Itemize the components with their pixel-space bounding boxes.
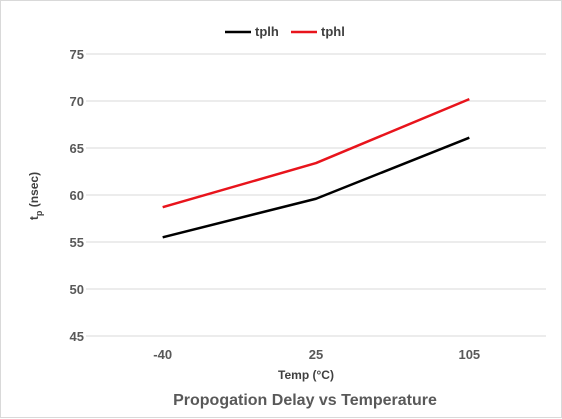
x-tick-label-1: 25 (309, 347, 323, 362)
x-tick-label-2: 105 (458, 347, 480, 362)
x-tick-label-0: -40 (153, 347, 172, 362)
y-tick-label-70: 70 (70, 94, 84, 109)
legend-label-tphl: tphl (321, 24, 345, 39)
gridlines (86, 53, 546, 337)
y-axis-label-main: t (27, 216, 41, 220)
y-tick-label-75: 75 (70, 47, 84, 62)
y-tick-label-45: 45 (70, 329, 84, 344)
y-axis-label-unit: (nsec) (27, 172, 41, 211)
legend-label-tplh: tplh (255, 24, 279, 39)
legend: tplh tphl (225, 24, 345, 39)
y-axis-label: tp (nsec) (27, 172, 44, 220)
x-tick-labels: -40 25 105 (153, 347, 480, 362)
x-axis-label: Temp (°C) (278, 368, 334, 382)
chart-title: Propogation Delay vs Temperature (173, 392, 437, 409)
series-lines (162, 97, 470, 239)
y-tick-labels: 45 50 55 60 65 70 75 (70, 47, 84, 344)
y-axis-label-subscript: p (34, 210, 44, 216)
y-tick-label-60: 60 (70, 188, 84, 203)
y-tick-label-65: 65 (70, 141, 84, 156)
series-line-tphl (162, 97, 470, 209)
series-line-tplh (162, 136, 470, 239)
y-tick-label-55: 55 (70, 235, 84, 250)
y-tick-label-50: 50 (70, 282, 84, 297)
